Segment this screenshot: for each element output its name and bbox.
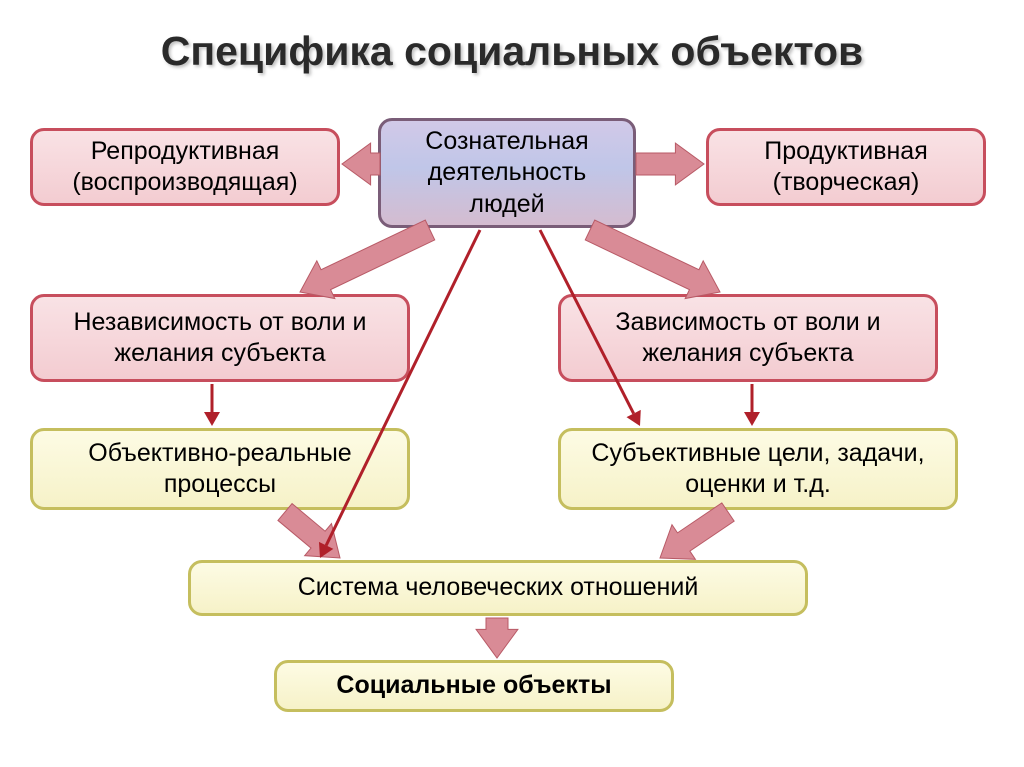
node-label: Репродуктивная (воспроизводящая) [47, 136, 323, 199]
node-social: Социальные объекты [274, 660, 674, 712]
node-objective: Объективно-реальные процессы [30, 428, 410, 510]
node-system: Система человеческих отношений [188, 560, 808, 616]
node-label: Зависимость от воли и желания субъекта [575, 307, 921, 370]
node-independence: Независимость от воли и желания субъекта [30, 294, 410, 382]
node-label: Продуктивная (творческая) [723, 136, 969, 199]
node-productive: Продуктивная (творческая) [706, 128, 986, 206]
node-label: Независимость от воли и желания субъекта [47, 307, 393, 370]
page-title: Специфика социальных объектов [0, 28, 1024, 75]
node-reproductive: Репродуктивная (воспроизводящая) [30, 128, 340, 206]
node-label: Социальные объекты [336, 670, 611, 701]
node-label: Субъективные цели, задачи, оценки и т.д. [575, 438, 941, 501]
node-label: Система человеческих отношений [298, 572, 699, 603]
arrow-layer [0, 0, 1024, 767]
node-central: Сознательная деятельность людей [378, 118, 636, 228]
node-label: Сознательная деятельность людей [395, 126, 619, 220]
node-subjective: Субъективные цели, задачи, оценки и т.д. [558, 428, 958, 510]
node-label: Объективно-реальные процессы [47, 438, 393, 501]
node-dependence: Зависимость от воли и желания субъекта [558, 294, 938, 382]
